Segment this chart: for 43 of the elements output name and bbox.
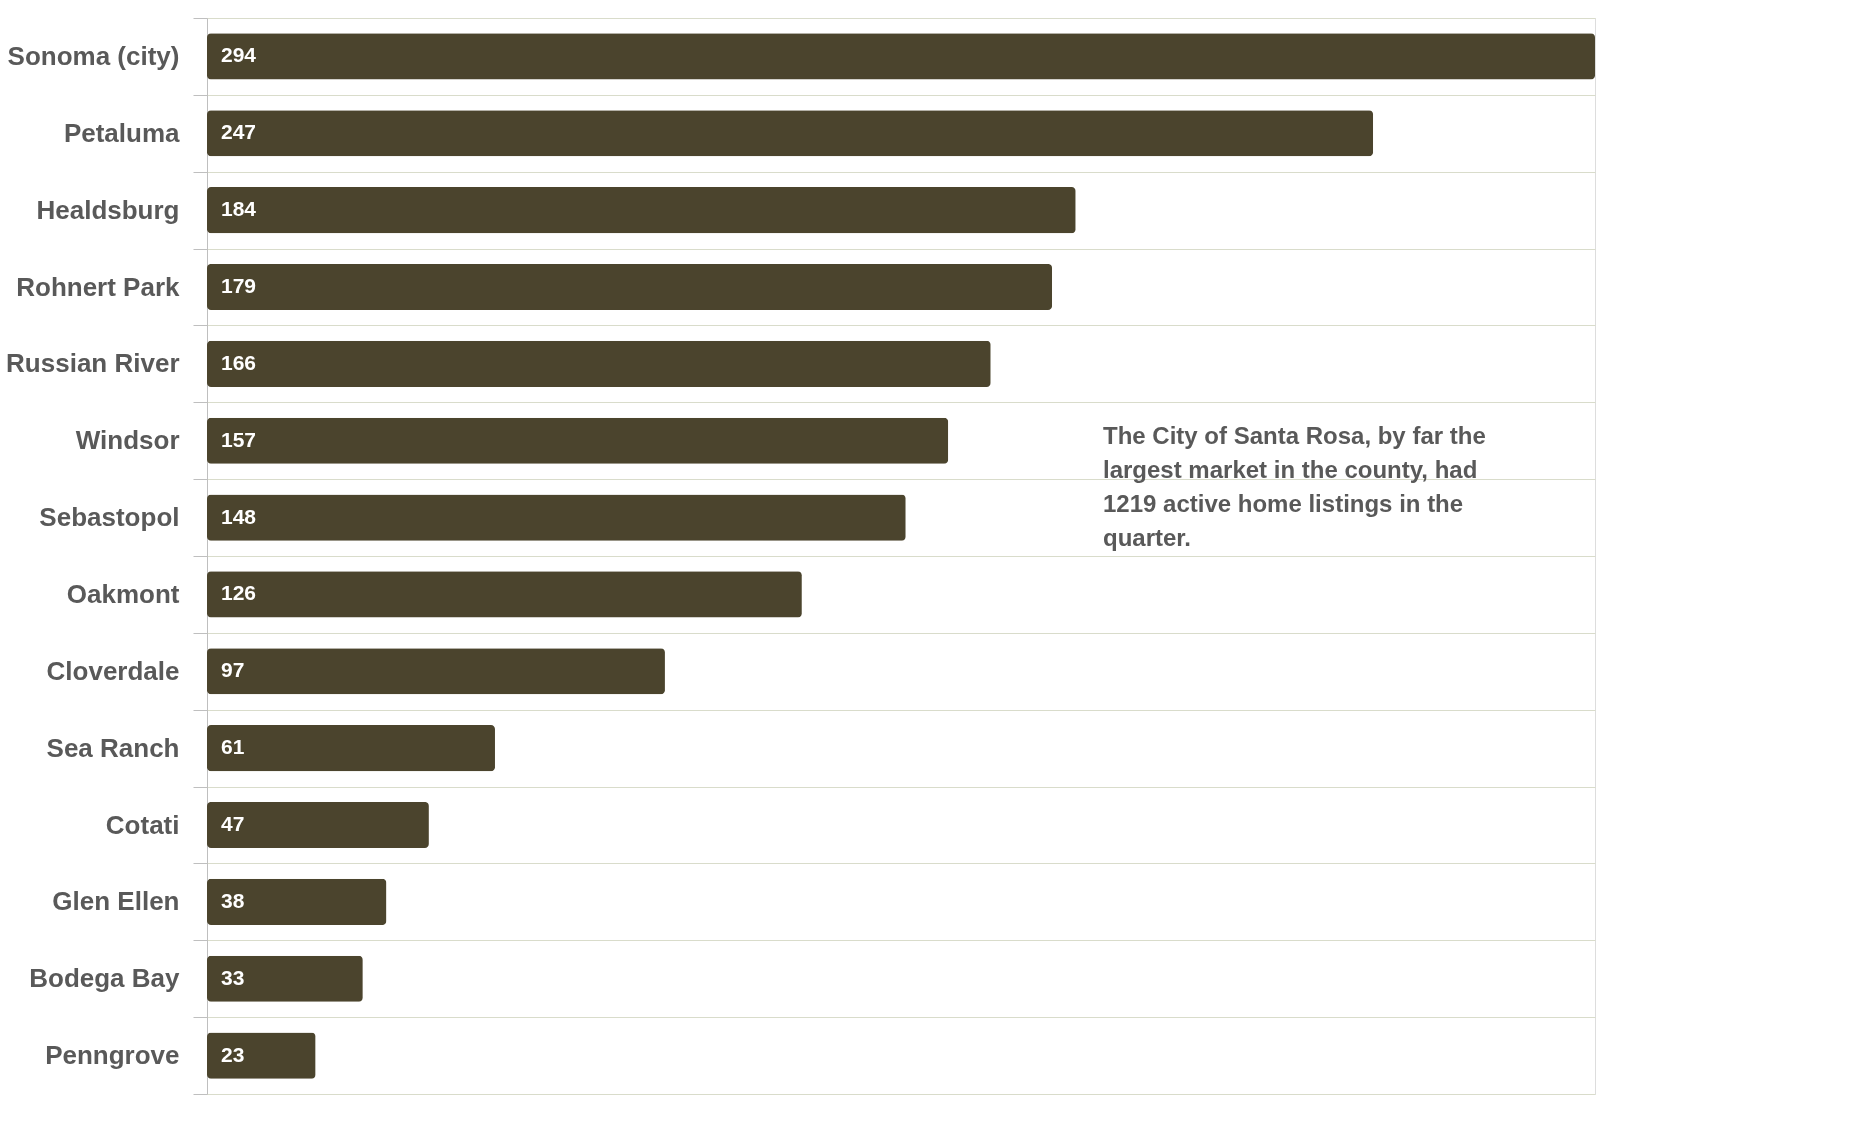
data-label: 294: [221, 43, 257, 67]
bar: [207, 340, 991, 387]
y-tick-label: Glen Ellen: [52, 886, 180, 917]
data-label: 33: [221, 965, 245, 989]
y-tick-label: Russian River: [6, 348, 180, 379]
data-label: 97: [221, 658, 245, 682]
y-tick-label: Windsor: [75, 425, 180, 456]
bar: [207, 955, 363, 1002]
data-label: 157: [221, 427, 257, 451]
bar: [207, 110, 1374, 157]
bar: [207, 263, 1053, 311]
data-label: 47: [221, 812, 245, 835]
y-tick-label: Sea Ranch: [46, 732, 180, 763]
bar: [207, 878, 387, 925]
bar: [207, 417, 949, 464]
bar: [207, 494, 906, 541]
bar: [207, 801, 429, 849]
bar: [207, 1032, 316, 1079]
data-label: 38: [221, 888, 245, 912]
data-label: 61: [221, 735, 245, 759]
bar: [207, 571, 802, 618]
y-tick-label: Cotati: [105, 809, 180, 840]
y-tick-label: Bodega Bay: [29, 963, 181, 994]
y-tick-label: Sonoma (city): [7, 40, 180, 71]
bar: [207, 187, 1076, 234]
annotation: The City of Santa Rosa, by far the largest market in the county, had 1219 active home listings in the quarter.: [1103, 422, 1486, 551]
bar: [207, 33, 1595, 80]
bar: [207, 725, 495, 772]
data-label: 126: [221, 581, 257, 605]
y-tick-label: Petaluma: [63, 117, 181, 148]
bar: [207, 648, 665, 695]
y-tick-label: Sebastopol: [39, 502, 180, 533]
y-tick-label: Penngrove: [45, 1040, 180, 1071]
data-label: 148: [221, 504, 257, 528]
data-label: 247: [221, 120, 257, 144]
y-tick-label: Cloverdale: [46, 655, 180, 686]
y-tick-label: Healdsburg: [36, 194, 180, 225]
data-label: 23: [221, 1042, 245, 1066]
data-label: 179: [221, 274, 257, 297]
data-label: 184: [221, 197, 257, 221]
y-tick-label: Oakmont: [66, 578, 180, 609]
data-label: 166: [221, 350, 257, 374]
y-tick-label: Rohnert Park: [16, 271, 181, 302]
